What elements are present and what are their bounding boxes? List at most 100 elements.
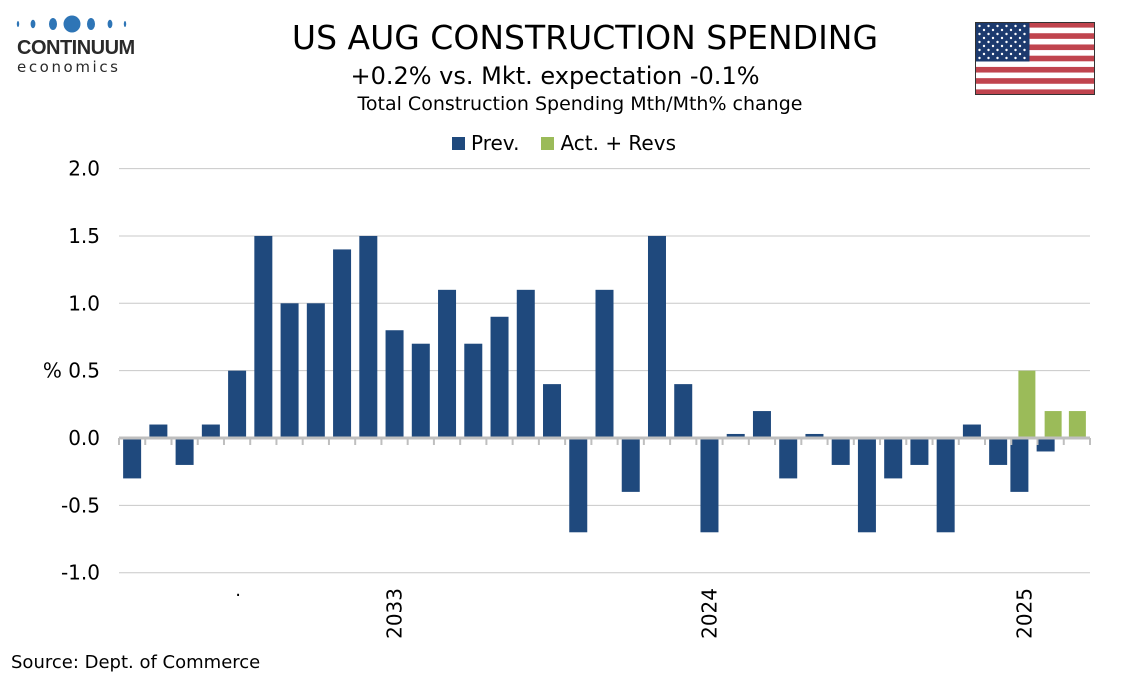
bar-prev [149,424,168,438]
flag-star [1023,24,1026,28]
bar-prev [569,438,588,533]
flag-star [1000,52,1004,56]
bar-act [1044,411,1062,438]
flag-star [996,32,999,36]
flag-star [1000,44,1004,48]
bar-prev [201,424,220,438]
flag-star [982,28,986,32]
flag-stripe [975,55,1095,62]
flag-star [1023,56,1026,60]
bar-prev [333,249,352,438]
flag-star [991,36,995,40]
flag-star [996,40,999,44]
x-tick-label: 2033 [383,588,407,639]
logo-name: CONTINUUM [17,37,135,59]
flag-stripe [975,66,1095,73]
flag-star [987,32,990,36]
bar-prev [543,384,562,438]
legend-item-act: Act. + Revs [541,131,676,155]
bar-prev [438,289,457,438]
chart-subtitle-2: Total Construction Spending Mth/Mth% cha… [357,93,803,115]
flag-star [1014,48,1017,52]
flag-star [982,44,986,48]
legend-item-prev: Prev. [452,131,519,155]
bar-prev [490,316,509,438]
flag-star [1018,52,1022,56]
us-flag-icon [975,22,1095,95]
legend-swatch-prev [452,136,465,150]
bar-prev [752,411,771,438]
flag-star [987,56,990,60]
y-tick-label: 0.0 [68,426,100,450]
flag-star [1023,40,1026,44]
y-tick-label: % 0.5 [43,359,100,383]
flag-star [978,40,981,44]
bar-prev [175,438,194,465]
flag-star [978,48,981,52]
bar-prev [464,343,483,438]
y-tick-label: 1.5 [68,224,100,248]
flag-star [991,44,995,48]
bar-prev [884,438,903,479]
bar-prev [411,343,430,438]
bar-prev [306,303,325,438]
flag-star [1005,40,1008,44]
bar-prev [989,438,1008,465]
flag-star [1018,28,1022,32]
x-tick-label: 2025 [1012,588,1036,639]
bar-prev [857,438,876,533]
flag-star [982,52,986,56]
flag-star [987,48,990,52]
flag-star [1014,40,1017,44]
bar-act [1018,370,1036,438]
flag-star [1000,28,1004,32]
legend-swatch-act [541,136,555,150]
y-tick-label: -0.5 [61,493,100,517]
flag-star [1009,28,1013,32]
flag-star [987,40,990,44]
flag-star [978,56,981,60]
flag-star [996,56,999,60]
bar-prev [621,438,640,492]
legend: Prev. Act. + Revs [452,131,698,155]
bar-prev [595,289,614,438]
bar-prev [805,433,824,438]
bar-prev [700,438,719,533]
flag-star [1018,36,1022,40]
flag-star [1005,48,1008,52]
bar-prev [280,303,299,438]
flag-star [1009,44,1013,48]
chart-subtitle: +0.2% vs. Mkt. expectation -0.1% [350,62,760,90]
bar-prev [1010,438,1029,492]
bar-prev [359,235,378,438]
flag-stripe [975,44,1095,51]
flag-star [1009,52,1013,56]
bar-prev [726,433,745,438]
flag-star [1005,56,1008,60]
legend-label-act: Act. + Revs [560,131,676,155]
bar-prev [1036,438,1055,452]
flag-star [1014,24,1017,28]
bar-prev [123,438,142,479]
flag-stripe [975,78,1095,84]
flag-star [1023,48,1026,52]
bar-prev [910,438,929,465]
bar-prev [228,370,247,438]
bar-prev [385,330,404,438]
flag-star [996,24,999,28]
bar-prev [779,438,798,479]
flag-star [1005,24,1008,28]
x-tick-label: 2024 [697,588,721,639]
flag-star [982,36,986,40]
bar-prev [516,289,535,438]
flag-stripe [975,33,1095,39]
flag-star [1000,36,1004,40]
flag-star [1023,32,1026,36]
bar-prev [831,438,850,465]
bar-prev [647,235,666,438]
flag-star [991,52,995,56]
flag-star [991,28,995,32]
y-tick-label: 2.0 [68,157,100,181]
legend-label-prev: Prev. [471,131,520,155]
